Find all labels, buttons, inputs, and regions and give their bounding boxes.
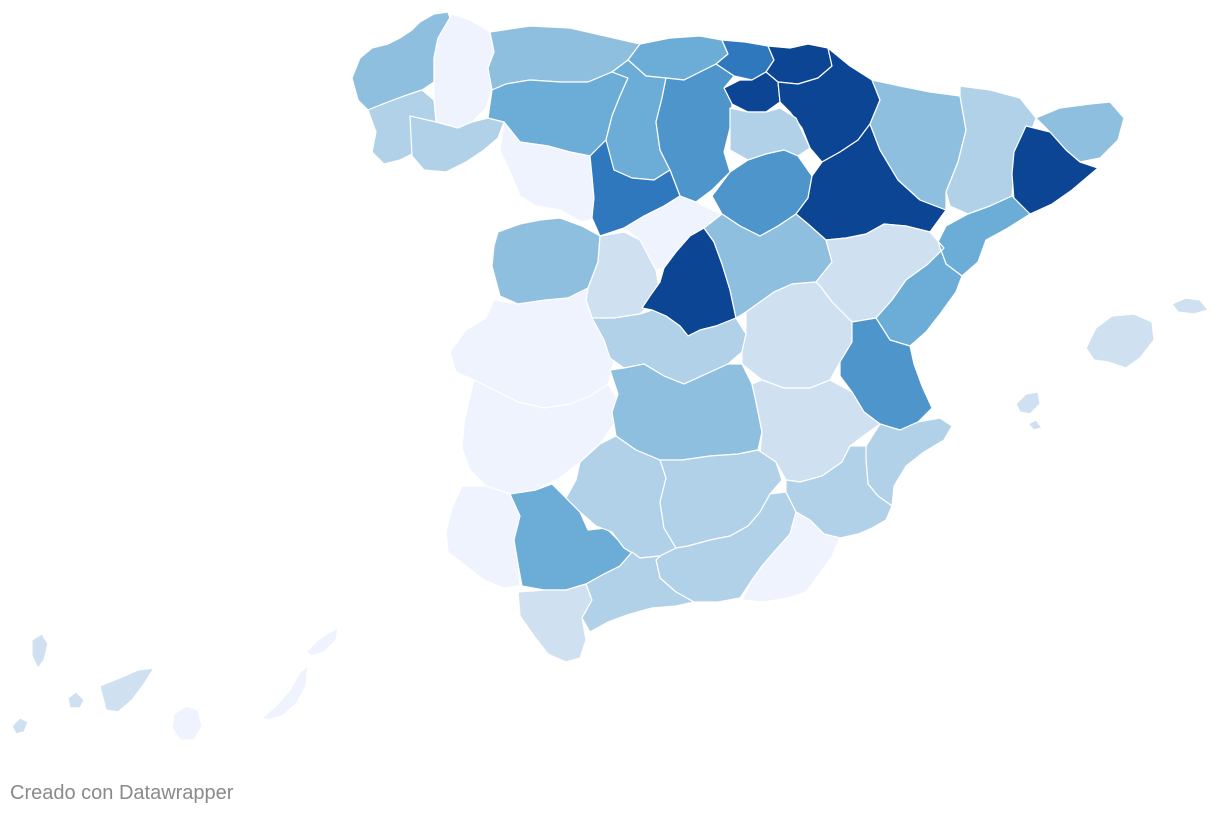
choropleth-map xyxy=(11,11,1209,741)
region-huelva[interactable] xyxy=(445,485,521,589)
region-baleares[interactable] xyxy=(1085,313,1155,369)
region-baleares-ibiza[interactable] xyxy=(1015,391,1041,415)
region-ourense[interactable] xyxy=(409,115,505,173)
region-canarias-el-hierro[interactable] xyxy=(11,717,29,735)
region-canarias-lanzarote[interactable] xyxy=(305,627,339,657)
datawrapper-credit: Creado con Datawrapper xyxy=(10,782,234,804)
region-canarias-gran-canaria[interactable] xyxy=(171,705,203,741)
region-alicante[interactable] xyxy=(865,417,953,507)
region-baleares-menorca[interactable] xyxy=(1171,297,1209,315)
region-baleares-formentera[interactable] xyxy=(1027,419,1043,431)
region-almeria[interactable] xyxy=(741,511,841,603)
region-canarias-la-palma[interactable] xyxy=(31,633,49,669)
region-canarias-fuerteventura[interactable] xyxy=(261,665,309,721)
region-barcelona[interactable] xyxy=(1011,125,1099,215)
region-cadiz[interactable] xyxy=(517,583,593,663)
region-malaga[interactable] xyxy=(581,551,695,633)
region-lugo[interactable] xyxy=(433,13,495,129)
region-huesca[interactable] xyxy=(869,79,967,211)
region-burgos[interactable] xyxy=(655,63,735,203)
region-canarias-la-gomera[interactable] xyxy=(67,691,85,709)
region-canarias-tenerife[interactable] xyxy=(99,667,155,713)
region-tarragona[interactable] xyxy=(937,195,1031,277)
